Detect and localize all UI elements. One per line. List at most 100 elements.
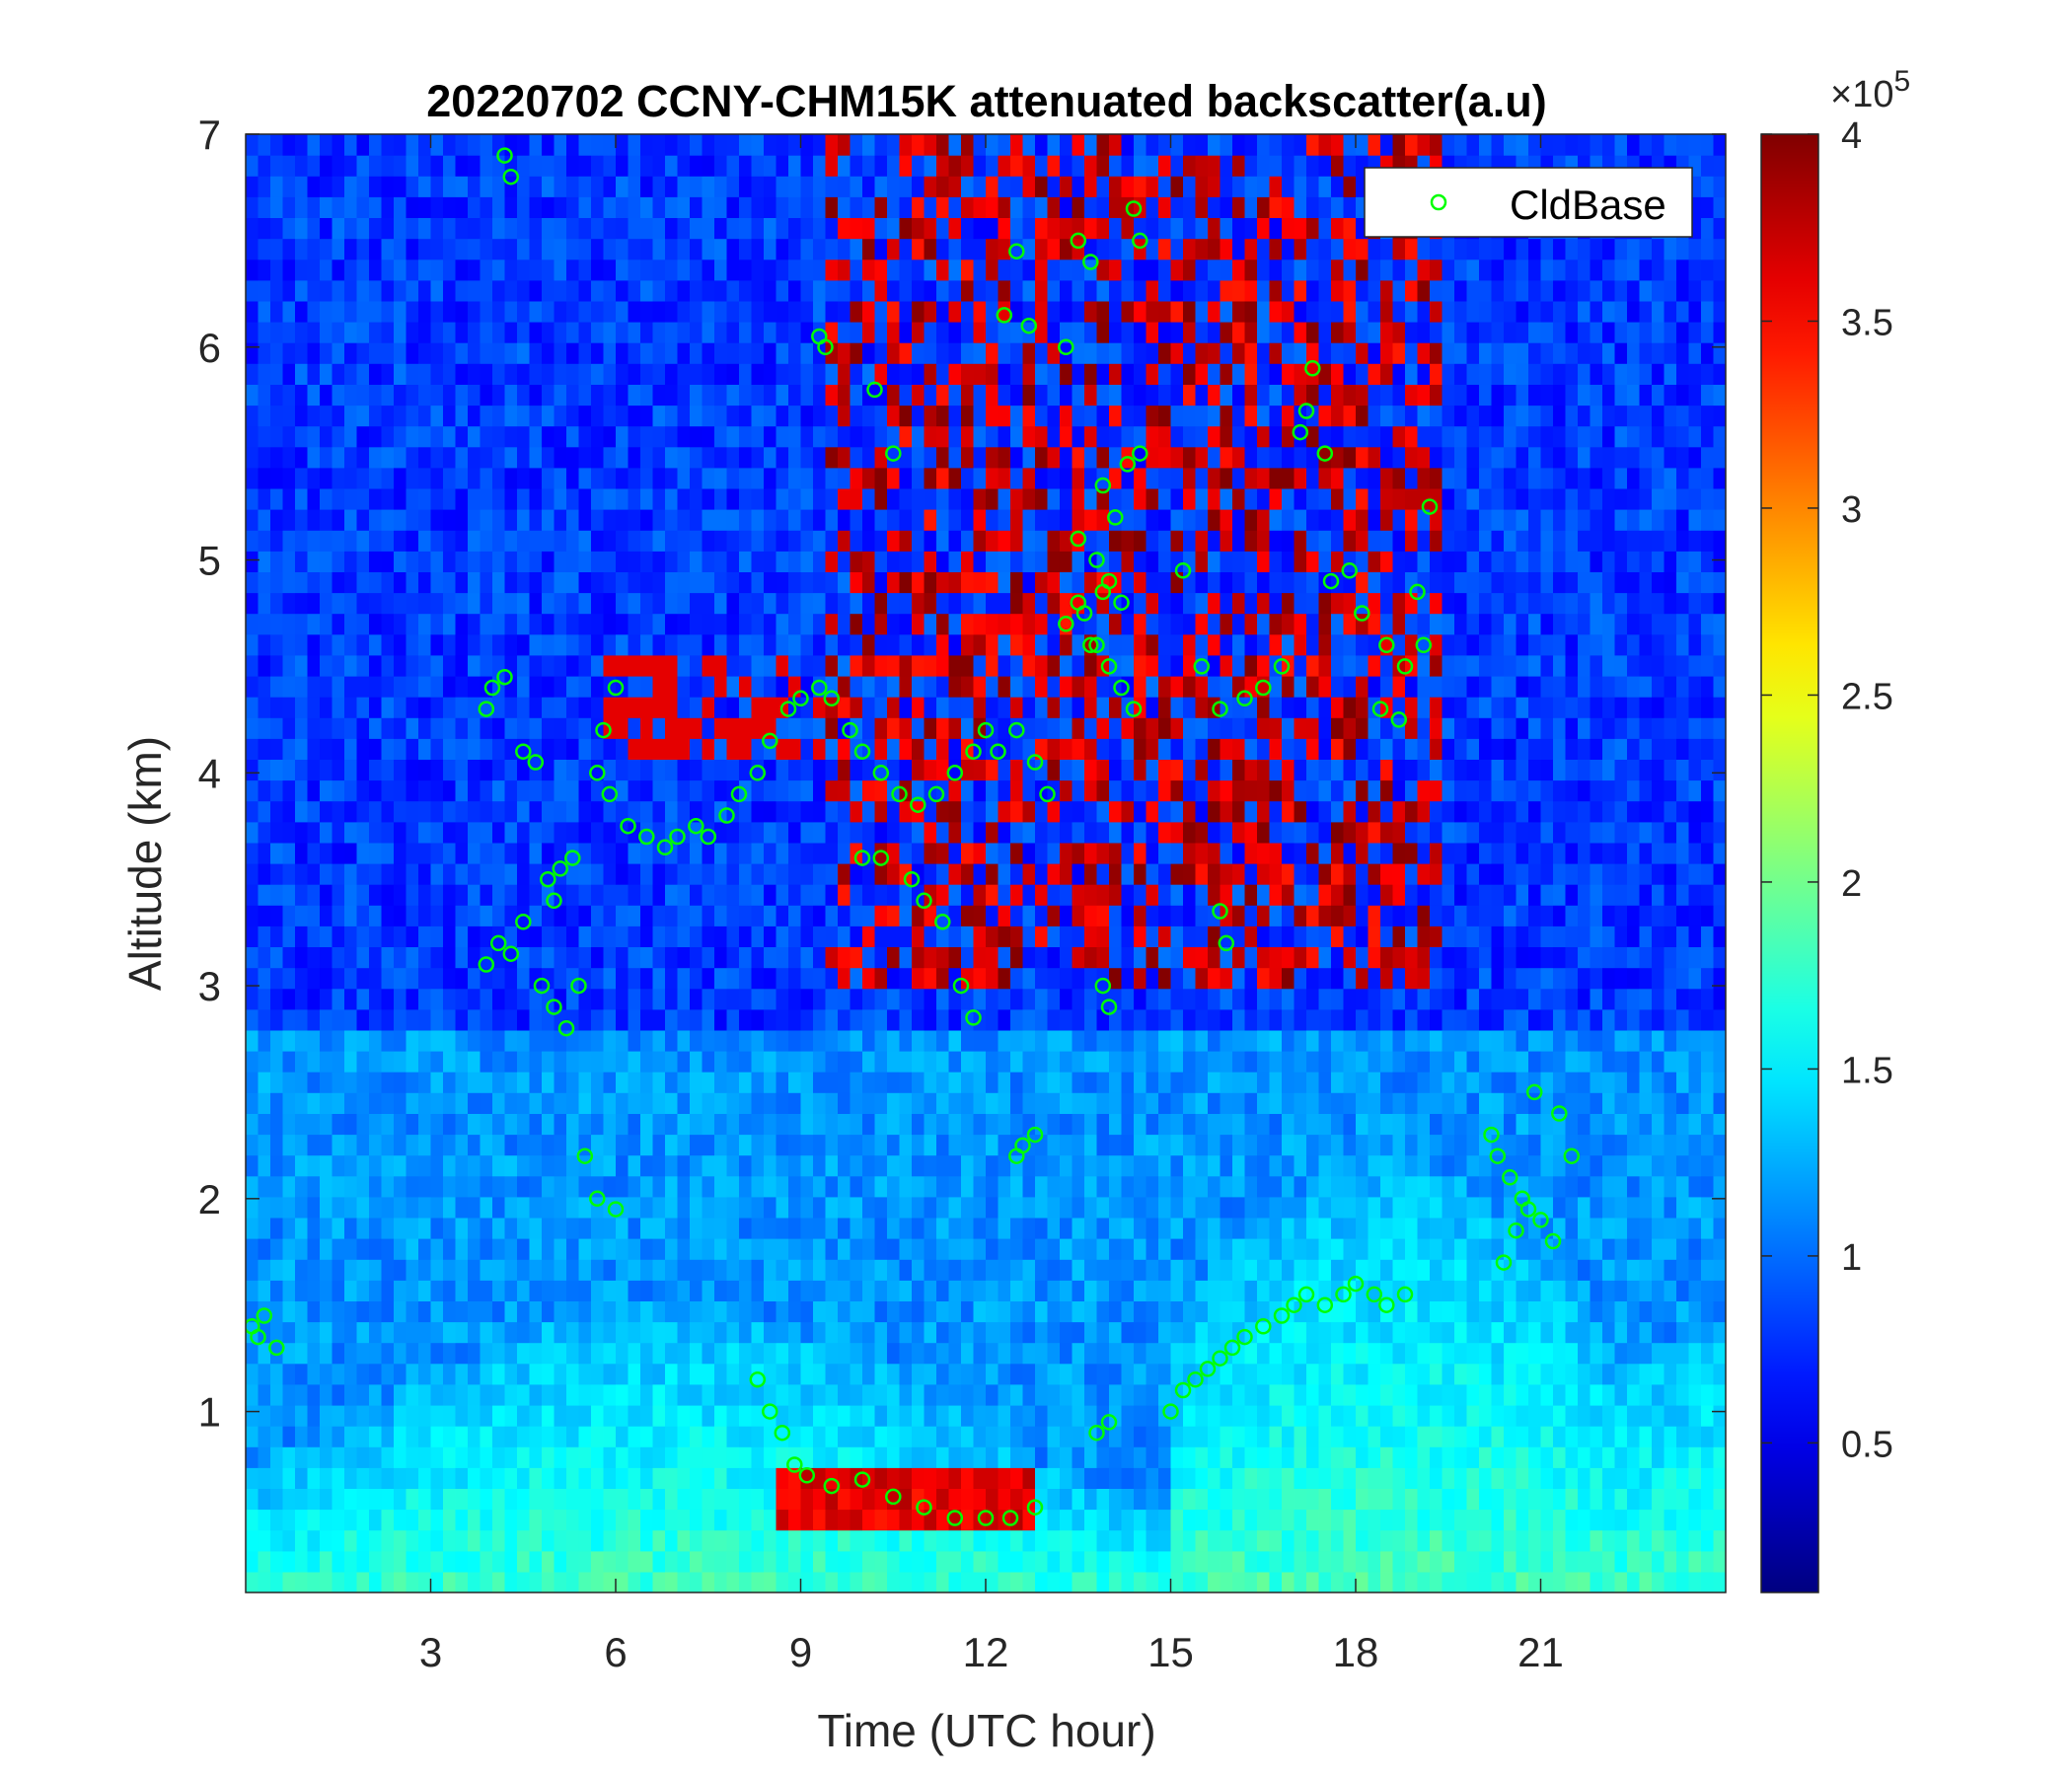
heatmap-cell <box>690 530 703 552</box>
heatmap-cell <box>862 530 876 552</box>
heatmap-cell <box>1060 1405 1073 1427</box>
heatmap-cell <box>468 530 481 552</box>
heatmap-cell <box>443 884 457 906</box>
heatmap-cell <box>1022 592 1036 615</box>
heatmap-cell <box>973 1488 987 1511</box>
heatmap-cell <box>862 946 876 969</box>
heatmap-cell <box>665 842 679 864</box>
heatmap-cell <box>566 196 580 218</box>
heatmap-cell <box>455 384 469 407</box>
heatmap-cell <box>825 1446 839 1468</box>
heatmap-cell <box>578 1217 592 1239</box>
heatmap-cell <box>591 967 605 990</box>
heatmap-cell <box>887 509 901 531</box>
heatmap-cell <box>307 487 321 510</box>
heatmap-cell <box>788 530 802 552</box>
heatmap-cell <box>1096 946 1110 969</box>
heatmap-cell <box>973 342 987 364</box>
heatmap-cell <box>480 363 493 385</box>
heatmap-cell <box>1084 717 1098 739</box>
heatmap-cell <box>542 1342 555 1365</box>
heatmap-cell <box>369 322 383 343</box>
heatmap-cell <box>702 697 715 718</box>
heatmap-cell <box>430 1342 444 1365</box>
heatmap-cell <box>1010 633 1024 656</box>
heatmap-cell <box>1010 800 1024 823</box>
heatmap-cell <box>418 988 432 1010</box>
heatmap-cell <box>628 676 641 698</box>
heatmap-cell <box>948 759 962 781</box>
heatmap-cell <box>1035 155 1049 177</box>
heatmap-cell <box>430 779 444 802</box>
heatmap-cell <box>948 467 962 489</box>
heatmap-cell <box>1121 1488 1135 1511</box>
heatmap-cell <box>554 155 567 177</box>
heatmap-cell <box>751 425 765 448</box>
heatmap-cell <box>418 697 432 718</box>
heatmap-cell <box>1084 1280 1098 1301</box>
heatmap-cell <box>764 800 777 823</box>
heatmap-cell <box>270 759 284 781</box>
heatmap-cell <box>751 1259 765 1281</box>
heatmap-cell <box>1035 863 1049 885</box>
heatmap-cell <box>986 1175 999 1198</box>
heatmap-cell <box>369 238 383 260</box>
heatmap-cell <box>887 697 901 718</box>
heatmap-cell <box>714 551 728 572</box>
heatmap-cell <box>986 1154 999 1177</box>
heatmap-cell <box>1072 759 1085 781</box>
heatmap-cell <box>369 1280 383 1301</box>
heatmap-cell <box>504 467 518 489</box>
heatmap-cell <box>1084 1321 1098 1344</box>
heatmap-cell <box>430 613 444 635</box>
heatmap-cell <box>776 405 789 427</box>
heatmap-cell <box>517 238 531 260</box>
heatmap-cell <box>825 551 839 572</box>
heatmap-cell <box>406 509 419 531</box>
heatmap-cell <box>616 363 629 385</box>
heatmap-cell <box>542 613 555 635</box>
heatmap-cell <box>702 1092 715 1114</box>
heatmap-cell <box>825 487 839 510</box>
heatmap-cell <box>1060 446 1073 469</box>
heatmap-cell <box>899 967 913 990</box>
heatmap-cell <box>320 1051 333 1073</box>
heatmap-cell <box>924 1488 937 1511</box>
heatmap-cell <box>764 925 777 947</box>
heatmap-cell <box>739 1509 753 1531</box>
heatmap-cell <box>320 1529 333 1552</box>
heatmap-cell <box>443 300 457 323</box>
heatmap-cell <box>307 322 321 343</box>
heatmap-cell <box>788 176 802 197</box>
heatmap-cell <box>973 1467 987 1489</box>
heatmap-cell <box>356 842 370 864</box>
heatmap-cell <box>394 759 407 781</box>
heatmap-cell <box>788 1571 802 1592</box>
heatmap-cell <box>430 884 444 906</box>
heatmap-cell <box>1109 633 1123 656</box>
heatmap-cell <box>739 1113 753 1136</box>
heatmap-cell <box>517 134 531 156</box>
heatmap-cell <box>504 1383 518 1406</box>
heatmap-cell <box>1010 196 1024 218</box>
heatmap-cell <box>1060 467 1073 489</box>
heatmap-cell <box>320 967 333 990</box>
heatmap-cell <box>1022 300 1036 323</box>
heatmap-cell <box>1022 1342 1036 1365</box>
heatmap-cell <box>356 1217 370 1239</box>
heatmap-cell <box>640 425 654 448</box>
heatmap-cell <box>246 1509 259 1531</box>
heatmap-cell <box>394 800 407 823</box>
heatmap-cell <box>825 279 839 302</box>
heatmap-cell <box>344 1363 358 1385</box>
heatmap-cell <box>1084 1092 1098 1114</box>
heatmap-cell <box>344 717 358 739</box>
heatmap-cell <box>776 446 789 469</box>
heatmap-cell <box>320 279 333 302</box>
heatmap-cell <box>369 405 383 427</box>
heatmap-cell <box>1022 446 1036 469</box>
heatmap-cell <box>246 717 259 739</box>
heatmap-cell <box>1121 1175 1135 1198</box>
heatmap-cell <box>973 1259 987 1281</box>
